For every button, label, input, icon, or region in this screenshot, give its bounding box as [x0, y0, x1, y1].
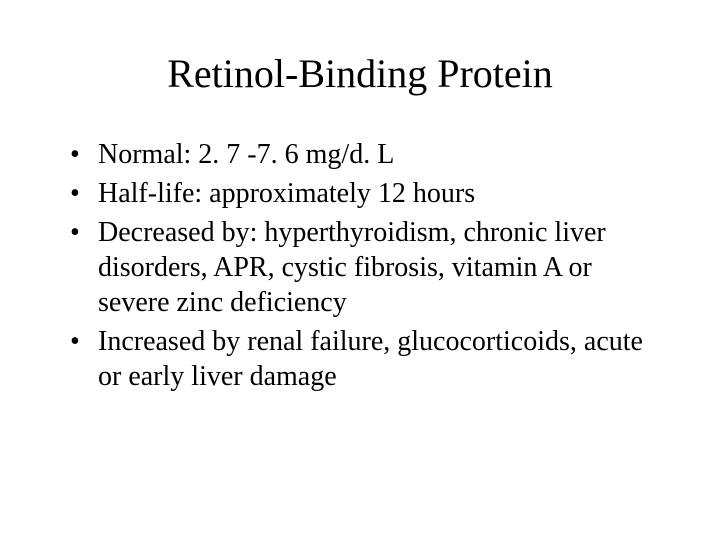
bullet-item: Decreased by: hyperthyroidism, chronic l… — [70, 215, 660, 320]
slide-container: Retinol-Binding Protein Normal: 2. 7 -7.… — [0, 0, 720, 540]
bullet-list: Normal: 2. 7 -7. 6 mg/d. L Half-life: ap… — [70, 137, 660, 394]
bullet-item: Normal: 2. 7 -7. 6 mg/d. L — [70, 137, 660, 172]
slide-title: Retinol-Binding Protein — [60, 50, 660, 97]
bullet-item: Increased by renal failure, glucocortico… — [70, 324, 660, 394]
bullet-item: Half-life: approximately 12 hours — [70, 176, 660, 211]
